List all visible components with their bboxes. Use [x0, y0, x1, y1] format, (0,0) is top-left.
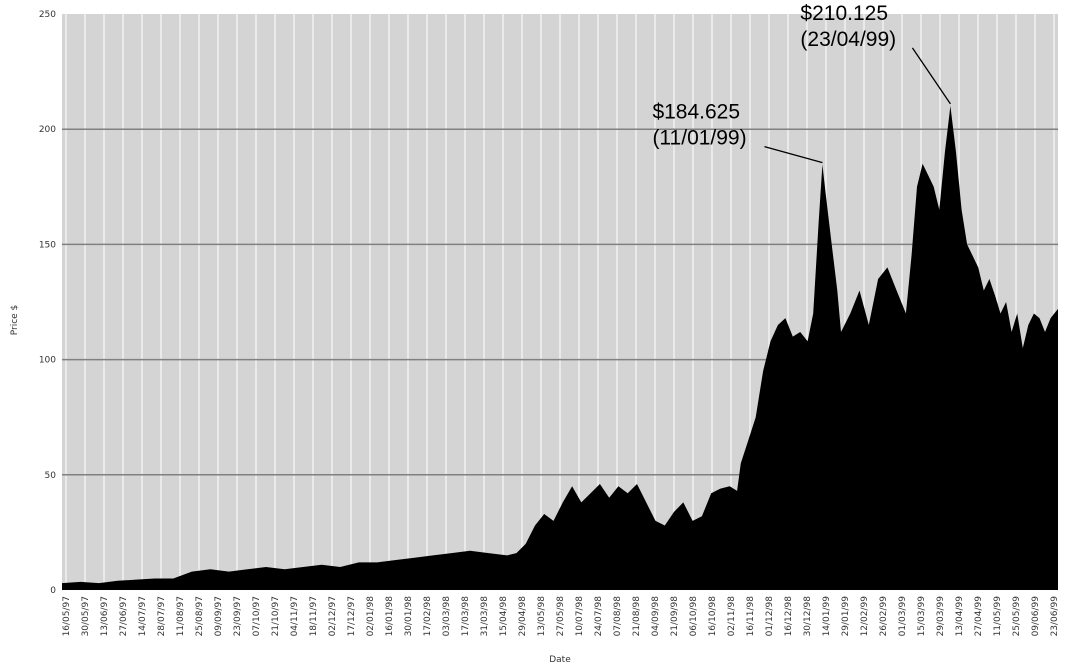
annotation-price: $184.625: [652, 101, 740, 124]
x-tick-label: 17/02/98: [423, 596, 433, 637]
x-tick-label: 21/08/98: [632, 596, 642, 637]
x-tick-label: 23/06/99: [1050, 596, 1060, 637]
x-tick-label: 27/04/99: [974, 596, 984, 637]
x-tick-label: 25/05/99: [1012, 596, 1022, 637]
annotation-date: (23/04/99): [800, 28, 896, 51]
x-tick-label: 26/02/99: [879, 596, 889, 637]
x-tick-label: 29/04/98: [518, 596, 528, 637]
x-tick-label: 31/03/98: [480, 596, 490, 637]
x-tick-label: 16/05/97: [62, 596, 72, 636]
x-tick-label: 14/01/99: [822, 596, 832, 637]
x-tick-label: 16/01/98: [385, 596, 395, 637]
x-tick-label: 21/10/97: [271, 596, 281, 636]
x-tick-label: 14/07/97: [138, 596, 148, 636]
x-tick-label: 15/03/99: [917, 596, 927, 637]
y-tick-labels: 0 50 100 150 200 250: [39, 10, 56, 596]
price-area-series: [62, 105, 1058, 591]
x-tick-label: 13/06/97: [100, 596, 110, 636]
x-tick-label: 16/12/98: [784, 596, 794, 637]
x-tick-label: 01/03/99: [898, 596, 908, 637]
y-tick-label: 200: [39, 125, 56, 135]
peak-annotations: $184.625 (11/01/99) $210.125 (23/04/99): [652, 2, 951, 164]
x-tick-label: 11/08/97: [176, 596, 186, 636]
x-tick-label: 02/01/98: [366, 596, 376, 637]
x-tick-label: 06/10/98: [689, 596, 699, 637]
x-tick-label: 13/04/99: [955, 596, 965, 637]
y-tick-label: 0: [50, 586, 56, 596]
x-tick-label: 07/08/98: [613, 596, 623, 637]
x-tick-label: 27/05/98: [556, 596, 566, 637]
annotation-price: $210.125: [800, 2, 888, 25]
x-tick-label: 02/12/97: [328, 596, 338, 636]
x-tick-label: 30/01/98: [404, 596, 414, 637]
x-tick-label: 23/09/97: [233, 596, 243, 636]
x-tick-label: 15/04/98: [499, 596, 509, 637]
x-tick-labels: 16/05/97 30/05/97 13/06/97 27/06/97 14/07/97…: [62, 596, 1060, 637]
x-tick-label: 09/06/99: [1031, 596, 1041, 637]
x-tick-label: 09/09/97: [214, 596, 224, 636]
x-tick-label: 03/03/98: [442, 596, 452, 637]
x-tick-label: 16/10/98: [708, 596, 718, 637]
annotation-leader-line: [764, 145, 823, 164]
x-tick-label: 18/11/97: [309, 596, 319, 636]
x-tick-label: 16/11/98: [746, 596, 756, 637]
x-tick-label: 30/05/97: [81, 596, 91, 636]
y-tick-label: 100: [39, 356, 56, 366]
annotation-leader-line: [911, 47, 951, 105]
x-tick-label: 27/06/97: [119, 596, 129, 636]
x-tick-label: 29/03/99: [936, 596, 946, 637]
x-tick-label: 11/05/99: [993, 596, 1003, 637]
y-tick-label: 250: [39, 10, 56, 20]
x-axis-title: Date: [549, 655, 571, 665]
x-tick-label: 29/01/99: [841, 596, 851, 637]
x-tick-label: 12/02/99: [860, 596, 870, 637]
x-tick-label: 25/08/97: [195, 596, 205, 636]
x-tick-label: 10/07/98: [575, 596, 585, 637]
x-tick-label: 17/12/97: [347, 596, 357, 636]
x-tick-label: 04/09/98: [651, 596, 661, 637]
x-tick-label: 17/03/98: [461, 596, 471, 637]
x-tick-label: 30/12/98: [803, 596, 813, 637]
x-tick-label: 07/10/97: [252, 596, 262, 636]
annotation-date: (11/01/99): [652, 127, 746, 150]
y-tick-label: 50: [45, 471, 57, 481]
x-tick-label: 13/05/98: [537, 596, 547, 637]
x-tick-label: 04/11/97: [290, 596, 300, 636]
x-tick-label: 02/11/98: [727, 596, 737, 637]
x-tick-label: 21/09/98: [670, 596, 680, 637]
y-tick-label: 150: [39, 240, 56, 250]
y-axis-title: Price $: [10, 305, 20, 336]
x-tick-label: 01/12/98: [765, 596, 775, 637]
x-tick-label: 24/07/98: [594, 596, 604, 637]
x-tick-label: 28/07/97: [157, 596, 167, 636]
